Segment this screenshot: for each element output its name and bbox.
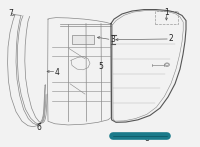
Text: 2: 2 bbox=[169, 34, 173, 44]
FancyBboxPatch shape bbox=[72, 35, 94, 44]
Text: 5: 5 bbox=[99, 62, 103, 71]
Text: 8: 8 bbox=[145, 134, 149, 143]
Text: 6: 6 bbox=[37, 123, 41, 132]
Text: 1: 1 bbox=[165, 8, 169, 17]
Text: 3: 3 bbox=[111, 35, 115, 44]
Text: 7: 7 bbox=[9, 9, 13, 19]
Text: 4: 4 bbox=[55, 67, 59, 77]
